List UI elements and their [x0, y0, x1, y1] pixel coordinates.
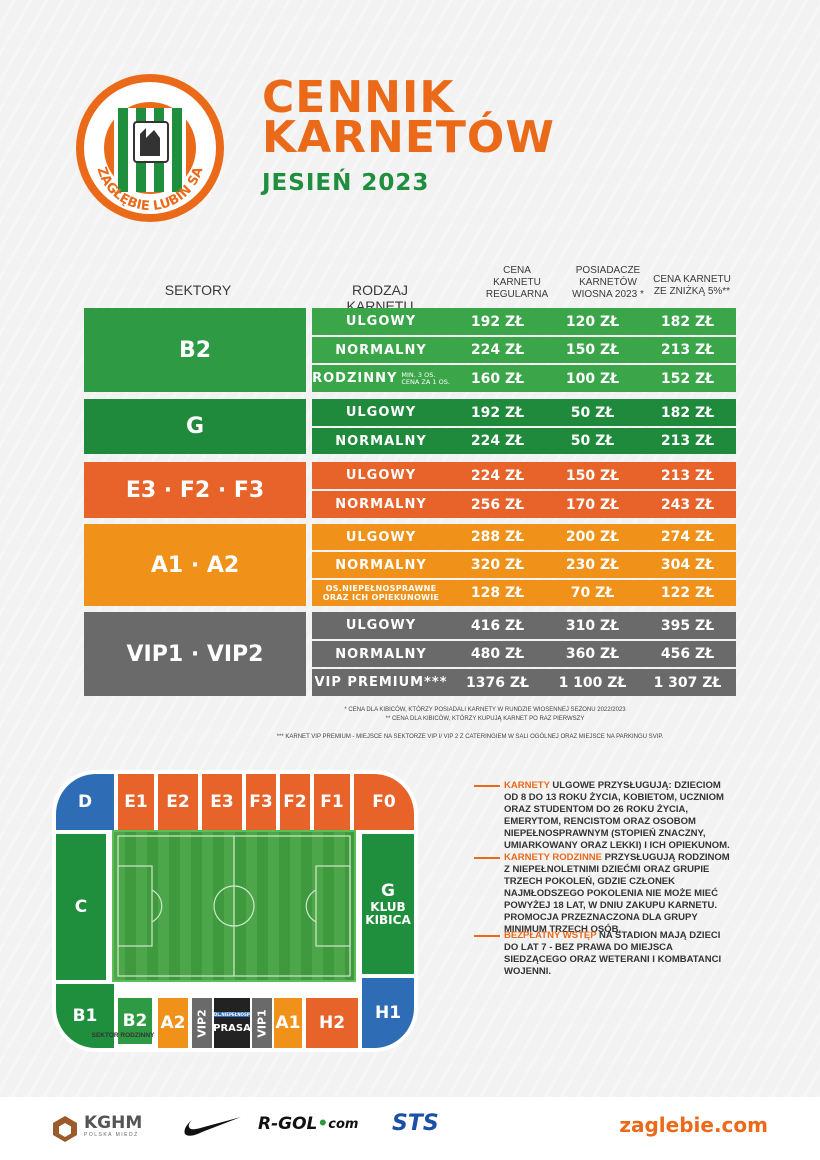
header-spring: POSIADACZE KARNETÓW WIOSNA 2023 *	[572, 265, 644, 300]
info-dash	[474, 857, 500, 859]
sector-e3: E3	[202, 774, 242, 830]
table-row: ULGOWY 416 ZŁ 310 ZŁ 395 ZŁ	[312, 612, 736, 639]
website-link[interactable]: zaglebie.com	[619, 1113, 768, 1137]
title-line-1: CENNIK	[262, 72, 455, 123]
header-discount: CENA KARNETU ZE ZNIŻKĄ 5%**	[653, 274, 731, 297]
table-row: NORMALNY 224 ZŁ 150 ZŁ 213 ZŁ	[312, 337, 736, 363]
title-line-2: KARNETÓW	[262, 112, 555, 163]
info-dash	[474, 785, 500, 787]
family-sector-label: SEKTOR RODZINNY	[91, 1032, 155, 1039]
table-row: NORMALNY 320 ZŁ 230 ZŁ 304 ZŁ	[312, 552, 736, 578]
table-row: ULGOWY 192 ZŁ 50 ZŁ 182 ZŁ	[312, 399, 736, 426]
page-subtitle: JESIEŃ 2023	[262, 170, 430, 196]
sector-f3: F3	[246, 774, 276, 830]
sector-vip2: VIP2	[192, 998, 212, 1048]
sector-e1: E1	[118, 774, 154, 830]
info-dash	[474, 935, 500, 937]
group-e3-f2-f3: E3 · F2 · F3 ULGOWY 224 ZŁ 150 ZŁ 213 ZŁ…	[84, 462, 736, 518]
table-row: NORMALNY 256 ZŁ 170 ZŁ 243 ZŁ	[312, 491, 736, 518]
footnote-1: * CENA DLA KIBICÓW, KTÓRZY POSIADALI KAR…	[344, 707, 626, 713]
table-row: ULGOWY 192 ZŁ 120 ZŁ 182 ZŁ	[312, 308, 736, 335]
table-row: NORMALNY 224 ZŁ 50 ZŁ 213 ZŁ	[312, 428, 736, 454]
sector-h2: H2	[306, 998, 358, 1048]
footnote-3: *** KARNET VIP PREMIUM - MIEJSCE NA SEKT…	[276, 734, 664, 740]
sector-c: C	[56, 834, 106, 980]
table-row: OS.NIEPEŁNOSPRAWNE ORAZ ICH OPIEKUNOWIE …	[312, 580, 736, 606]
group-vip: VIP1 · VIP2 ULGOWY 416 ZŁ 310 ZŁ 395 ZŁ …	[84, 612, 736, 696]
stadium-map: D E1 E2 E3 F3 F2 F1 F0 C G KLUB KIBICA H…	[52, 770, 418, 1052]
table-row: VIP PREMIUM*** 1376 ZŁ 1 100 ZŁ 1 307 ZŁ	[312, 669, 736, 696]
group-a1-a2: A1 · A2 ULGOWY 288 ZŁ 200 ZŁ 274 ZŁ NORM…	[84, 524, 736, 606]
sponsor-rgol: R-GOL • com	[258, 1114, 359, 1134]
table-row: NORMALNY 480 ZŁ 360 ZŁ 456 ZŁ	[312, 641, 736, 667]
sector-a1: A1	[274, 998, 302, 1048]
table-row: RODZINNY MIN. 3 OS. CENA ZA 1 OS. 160 ZŁ…	[312, 365, 736, 392]
table-row: ULGOWY 288 ZŁ 200 ZŁ 274 ZŁ	[312, 524, 736, 550]
table-row: ULGOWY 224 ZŁ 150 ZŁ 213 ZŁ	[312, 462, 736, 489]
info-free-entry: BEZPŁATNY WSTĘP NA STADION MAJĄ DZIECI D…	[474, 930, 734, 978]
nike-swoosh-icon	[184, 1117, 241, 1136]
sector-a1-a2: A1 · A2	[84, 524, 306, 606]
group-b2: B2 ULGOWY 192 ZŁ 120 ZŁ 182 ZŁ NORMALNY …	[84, 308, 736, 392]
sector-b2-map: B2	[118, 998, 152, 1044]
sector-e2: E2	[158, 774, 198, 830]
footer: KGHM POLSKA MIEDŹ R-GOL • com STS zaglebie…	[0, 1097, 820, 1160]
sponsor-sts: STS	[392, 1111, 439, 1136]
sector-vip1: VIP1	[252, 998, 272, 1048]
sector-g: G	[84, 399, 306, 454]
info-family: KARNETY RODZINNE PRZYSŁUGUJĄ RODZINOM Z …	[474, 852, 734, 936]
sector-vip: VIP1 · VIP2	[84, 612, 306, 696]
info-concession: KARNETY ULGOWE PRZYSŁUGUJĄ: DZIECIOM OD …	[474, 780, 734, 852]
rgol-dot: •	[317, 1114, 329, 1134]
pitch	[112, 830, 356, 982]
sector-press: DL.NIEPEŁNOSPR. PRASA	[213, 998, 254, 1048]
sector-f1: F1	[314, 774, 350, 830]
header-sector: SEKTORY	[164, 282, 232, 298]
sector-g-map: G KLUB KIBICA	[362, 834, 414, 974]
kghm-logo-icon	[53, 1116, 77, 1142]
sector-b2: B2	[84, 308, 306, 392]
club-logo: ZAGŁĘBIE LUBIN SA	[76, 74, 224, 222]
group-g: G ULGOWY 192 ZŁ 50 ZŁ 182 ZŁ NORMALNY 22…	[84, 399, 736, 454]
sector-e3-f2-f3: E3 · F2 · F3	[84, 462, 306, 518]
sponsor-kghm: KGHM POLSKA MIEDŹ	[52, 1115, 142, 1143]
footnote-2: ** CENA DLA KIBICÓW, KTÓRZY KUPUJĄ KARNE…	[385, 716, 585, 722]
sector-a2: A2	[158, 998, 188, 1048]
header-regular: CENA KARNETU REGULARNA	[485, 265, 549, 300]
page-title: CENNIK KARNETÓW	[262, 72, 662, 163]
sector-f2: F2	[280, 774, 310, 830]
pitch-lines	[117, 835, 351, 977]
